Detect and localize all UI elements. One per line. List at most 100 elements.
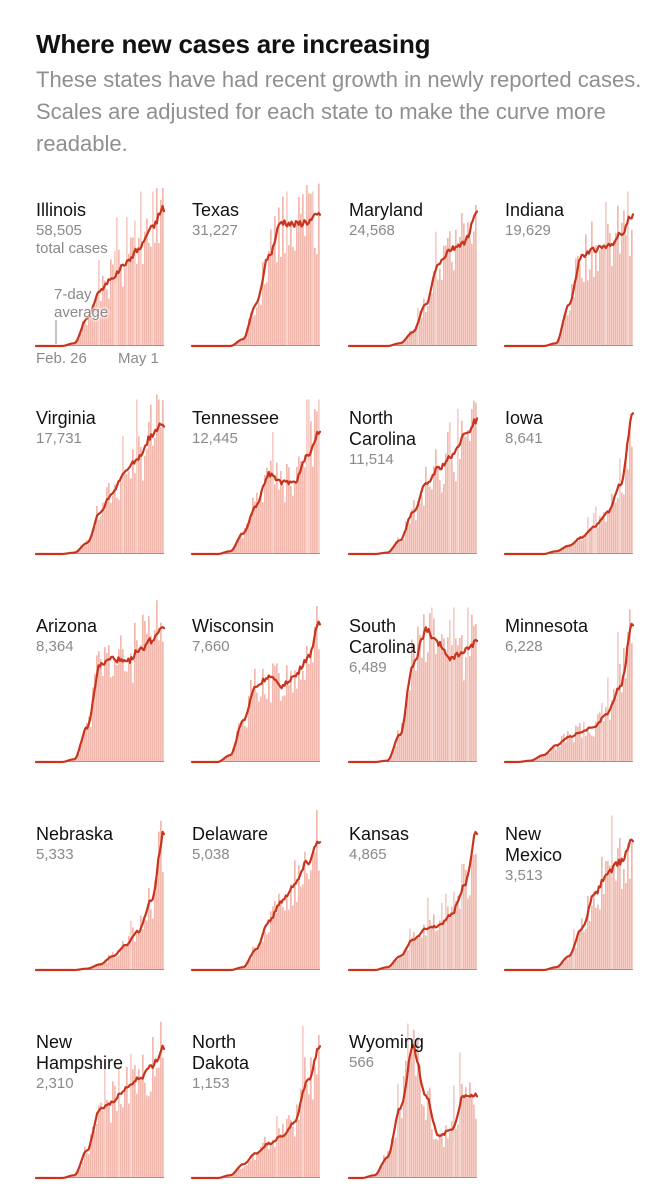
daily-bar: [463, 863, 465, 970]
daily-bar: [140, 644, 142, 762]
daily-bars: [64, 1021, 164, 1178]
daily-bar: [102, 964, 104, 970]
chart-delaware: [190, 810, 322, 972]
daily-bar: [266, 934, 268, 970]
daily-bar: [264, 284, 266, 346]
daily-bar: [439, 480, 441, 554]
daily-bar: [282, 696, 284, 762]
daily-bar: [156, 394, 158, 554]
daily-bar: [240, 728, 242, 762]
daily-bar: [475, 623, 477, 762]
chart-subtitle: These states have had recent growth in n…: [36, 67, 642, 156]
daily-bar: [429, 1087, 431, 1178]
daily-bar: [435, 654, 437, 762]
daily-bar: [405, 521, 407, 554]
daily-bar: [98, 1105, 100, 1178]
daily-bar: [94, 967, 96, 970]
daily-bar: [126, 217, 128, 346]
daily-bar: [244, 527, 246, 554]
daily-bar: [551, 748, 553, 762]
daily-bar: [264, 474, 266, 554]
daily-bar: [437, 279, 439, 346]
daily-bar: [613, 501, 615, 554]
panel-arizona: Arizona 8,364: [34, 600, 181, 764]
daily-bar: [304, 467, 306, 554]
daily-bar: [272, 246, 274, 346]
chart-new-hampshire: [34, 1021, 166, 1180]
daily-bar: [318, 649, 320, 762]
panel-virginia: Virginia 17,731: [34, 394, 181, 556]
daily-bar: [457, 645, 459, 762]
daily-bars: [547, 422, 633, 554]
daily-bar: [571, 738, 573, 762]
daily-bar: [244, 338, 246, 346]
daily-bar: [294, 1136, 296, 1178]
daily-bar: [316, 606, 318, 762]
daily-bar: [597, 904, 599, 970]
daily-bar: [108, 482, 110, 554]
daily-bar: [389, 1155, 391, 1178]
daily-bar: [385, 967, 387, 970]
daily-bar: [142, 929, 144, 970]
daily-bar: [577, 726, 579, 762]
daily-bar: [108, 1102, 110, 1178]
daily-bar: [575, 258, 577, 346]
daily-bar: [262, 261, 264, 346]
daily-bar: [276, 462, 278, 554]
daily-bar: [405, 340, 407, 346]
daily-bar: [565, 958, 567, 970]
daily-bar: [427, 652, 429, 762]
daily-bar: [258, 701, 260, 762]
daily-bar: [98, 519, 100, 554]
daily-bar: [128, 1103, 130, 1178]
daily-bar: [114, 658, 116, 762]
daily-bar: [270, 911, 272, 970]
seven-day-average-line: [34, 422, 166, 556]
daily-bar: [573, 543, 575, 554]
daily-bar: [110, 502, 112, 554]
daily-bar: [294, 250, 296, 346]
daily-bar: [385, 1156, 387, 1178]
daily-bar: [573, 742, 575, 762]
daily-bar: [453, 472, 455, 554]
daily-bar: [561, 328, 563, 346]
daily-bar: [280, 700, 282, 762]
daily-bar: [152, 191, 154, 346]
daily-bar: [575, 541, 577, 554]
daily-bar: [417, 501, 419, 554]
daily-bar: [577, 255, 579, 346]
chart-virginia: [34, 394, 166, 556]
daily-bar: [563, 315, 565, 346]
daily-bar: [296, 466, 298, 554]
daily-bar: [90, 537, 92, 554]
daily-bar: [76, 341, 78, 346]
daily-bar: [459, 1052, 461, 1178]
daily-bar: [136, 1093, 138, 1178]
daily-bar: [461, 420, 463, 554]
daily-bar: [78, 753, 80, 762]
seven-day-average-line: [347, 626, 479, 764]
daily-bar: [160, 1021, 162, 1178]
daily-bar: [433, 271, 435, 346]
daily-bar: [228, 755, 230, 762]
daily-bar: [457, 242, 459, 346]
daily-bar: [290, 485, 292, 554]
daily-bar: [587, 895, 589, 970]
daily-bar: [419, 1065, 421, 1178]
daily-bar: [449, 619, 451, 762]
daily-bar: [146, 218, 148, 346]
daily-bar: [589, 921, 591, 970]
daily-bar: [154, 1076, 156, 1178]
daily-bar: [411, 509, 413, 554]
daily-bar: [142, 1054, 144, 1178]
daily-bar: [296, 220, 298, 346]
daily-bar: [138, 933, 140, 970]
daily-bar: [242, 339, 244, 346]
daily-bar: [242, 538, 244, 554]
daily-bar: [262, 941, 264, 970]
daily-bar: [425, 935, 427, 970]
daily-bar: [411, 330, 413, 346]
daily-bar: [92, 687, 94, 762]
daily-bar: [611, 700, 613, 762]
daily-bar: [393, 547, 395, 554]
